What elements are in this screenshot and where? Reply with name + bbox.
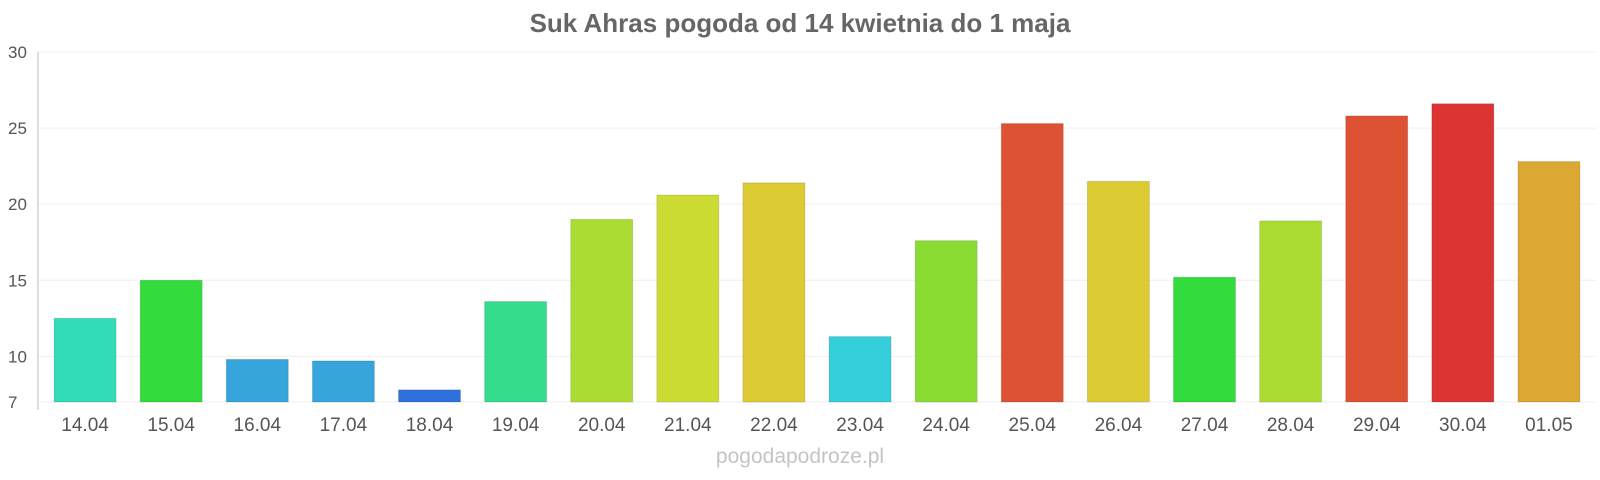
bar-23.04[interactable] (828, 336, 892, 403)
x-tick-label: 23.04 (836, 415, 884, 436)
chart-title: Suk Ahras pogoda od 14 kwietnia do 1 maj… (530, 8, 1071, 38)
x-tick-label: 18.04 (406, 415, 454, 436)
x-tick-label: 15.04 (147, 415, 195, 436)
x-tick-label: 30.04 (1439, 415, 1487, 436)
x-tick-label: 19.04 (492, 415, 540, 436)
x-tick-label: 22.04 (750, 415, 798, 436)
y-tick-label: 30 (8, 43, 27, 62)
x-tick-label: 21.04 (664, 415, 712, 436)
x-tick-label: 01.05 (1525, 415, 1573, 436)
x-tick-label: 20.04 (578, 415, 626, 436)
bar-30.04[interactable] (1431, 103, 1495, 403)
bar-14.04[interactable] (53, 317, 117, 403)
x-tick-label: 14.04 (61, 415, 109, 436)
bar-20.04[interactable] (570, 218, 634, 403)
bar-27.04[interactable] (1173, 276, 1236, 403)
x-tick-label: 26.04 (1095, 415, 1143, 436)
y-tick-label: 20 (8, 195, 27, 214)
bar-01.05[interactable] (1517, 161, 1581, 403)
bar-19.04[interactable] (484, 301, 548, 403)
watermark-text: pogodapodroze.pl (716, 445, 884, 468)
x-tick-labels: 14.04 15.04 16.04 17.04 18.04 19.04 20.04 21.04… (61, 415, 1572, 436)
grid-layer (38, 51, 1596, 403)
y-tick-label: 15 (8, 271, 27, 290)
x-tick-label: 16.04 (234, 415, 282, 436)
y-tick-label: 7 (8, 393, 17, 412)
x-tick-label: 29.04 (1353, 415, 1401, 436)
bar-28.04[interactable] (1259, 220, 1323, 403)
bar-29.04[interactable] (1345, 115, 1409, 403)
x-tick-label: 24.04 (922, 415, 970, 436)
bar-18.04[interactable] (398, 389, 461, 403)
x-tick-label: 25.04 (1009, 415, 1057, 436)
bar-16.04[interactable] (225, 358, 289, 403)
y-tick-label: 10 (8, 347, 27, 366)
bar-17.04[interactable] (311, 360, 375, 403)
bar-25.04[interactable] (1000, 123, 1064, 403)
bar-24.04[interactable] (914, 240, 978, 403)
y-tick-labels: 7 10 15 20 25 30 (8, 43, 27, 412)
bar-layer (53, 103, 1581, 403)
bar-22.04[interactable] (742, 182, 806, 403)
y-tick-label: 25 (8, 119, 27, 138)
x-tick-label: 27.04 (1181, 415, 1229, 436)
bar-15.04[interactable] (139, 279, 203, 403)
bar-21.04[interactable] (656, 194, 720, 403)
bar-26.04[interactable] (1086, 180, 1150, 403)
x-tick-label: 28.04 (1267, 415, 1315, 436)
x-tick-label: 17.04 (320, 415, 368, 436)
